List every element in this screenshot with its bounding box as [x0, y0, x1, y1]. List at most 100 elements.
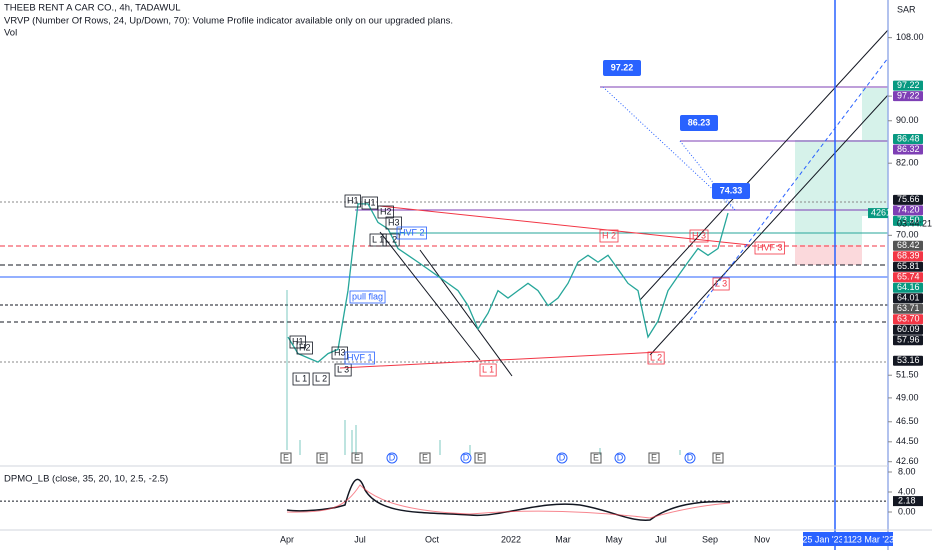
time-label: Sep	[702, 534, 718, 544]
event-label: D	[687, 452, 694, 462]
annotation: HVF 3	[757, 242, 783, 252]
annotation: H3	[388, 217, 400, 227]
event-icon	[614, 452, 626, 464]
event-label: E	[283, 452, 289, 462]
volume-box	[868, 208, 888, 219]
price-label-box	[893, 91, 923, 102]
event-icon	[351, 452, 363, 464]
callout-box	[603, 60, 641, 76]
y-tick-label: 90.00	[896, 115, 919, 125]
price-label: 65.74	[897, 272, 920, 282]
y-tick-label: 49.00	[896, 392, 919, 402]
annotation-box	[754, 241, 785, 255]
annotation-box	[396, 226, 427, 240]
countdown: 03:44:21	[897, 218, 932, 228]
price-line	[287, 203, 729, 363]
annotation: H 2	[602, 230, 616, 240]
event-label: D	[389, 452, 396, 462]
callout: 86.23	[688, 117, 711, 127]
callout-box	[712, 183, 750, 199]
target-zone	[862, 88, 888, 216]
price-label: 63.70	[897, 314, 920, 324]
price-label-box	[893, 205, 923, 216]
price-label: 68.42	[897, 240, 920, 250]
event-icon	[648, 452, 660, 464]
time-label: 25 Jan '23	[802, 534, 843, 544]
y-tick-label: 70.00	[896, 230, 919, 240]
price-label: 60.09	[897, 324, 920, 334]
time-label: Oct	[425, 534, 440, 544]
annotation: H2	[380, 206, 392, 216]
price-label-box	[893, 355, 923, 366]
annotation: L 2	[385, 234, 397, 244]
price-label-box	[893, 261, 923, 272]
price-label-box	[893, 251, 923, 262]
event-icon	[590, 452, 602, 464]
annotation-box	[344, 351, 375, 365]
time-label: 2022	[501, 534, 521, 544]
currency: SAR	[897, 4, 916, 14]
price-label: 53.16	[897, 355, 920, 365]
price-label: 86.32	[897, 144, 920, 154]
time-label: Jul	[354, 534, 366, 544]
event-icon	[280, 452, 292, 464]
target-zone	[795, 140, 862, 245]
price-label-box	[893, 133, 923, 144]
event-icon	[419, 452, 431, 464]
annotation: L 3	[337, 364, 349, 374]
annotation: L 1	[482, 364, 494, 374]
event-label: E	[477, 452, 483, 462]
price-label: 75.66	[897, 194, 920, 204]
price-label-box	[893, 272, 923, 283]
y-tick-label: 46.50	[896, 416, 919, 426]
event-icon	[556, 452, 568, 464]
annotation-box	[349, 290, 386, 304]
price-label: 57.96	[897, 335, 920, 345]
annotation-box	[689, 229, 709, 243]
event-label: E	[422, 452, 428, 462]
annotation: L 2	[315, 373, 327, 383]
time-highlight	[803, 532, 843, 546]
annotation: H1	[364, 197, 376, 207]
annotation-box	[599, 229, 619, 243]
event-icon	[684, 452, 696, 464]
price-label-box	[893, 215, 923, 226]
price-label: 86.48	[897, 133, 920, 143]
price-label-box	[893, 335, 923, 346]
price-label: 65.81	[897, 261, 920, 271]
time-label: 11	[843, 534, 852, 544]
annotation: H3	[334, 347, 346, 357]
price-label-box	[893, 314, 923, 325]
annotation: H2	[299, 342, 311, 352]
annotation-box	[361, 196, 378, 210]
event-label: E	[715, 452, 721, 462]
event-icon	[386, 452, 398, 464]
osc-current-box	[893, 496, 923, 507]
price-label-box	[893, 80, 923, 91]
callout: 74.33	[720, 185, 743, 195]
price-label-box	[893, 240, 923, 251]
annotation-box	[296, 341, 313, 355]
event-label: E	[319, 452, 325, 462]
annotation: HVF 2	[399, 227, 425, 237]
annotation-box	[647, 351, 665, 365]
event-icon	[316, 452, 328, 464]
annotation-box	[312, 372, 330, 386]
osc-current: 2.18	[898, 495, 916, 505]
price-label: 97.22	[897, 80, 920, 90]
price-label: 73.50	[897, 215, 920, 225]
y-tick-label: 42.60	[896, 456, 919, 466]
callout-box	[680, 115, 718, 131]
event-icon	[474, 452, 486, 464]
annotation: H1	[347, 195, 359, 205]
price-label-box	[893, 293, 923, 304]
price-label: 97.22	[897, 90, 920, 100]
time-label: Apr	[280, 534, 294, 544]
event-label: E	[651, 452, 657, 462]
price-label-box	[893, 144, 923, 155]
event-icon	[460, 452, 472, 464]
annotation-box	[479, 363, 497, 377]
